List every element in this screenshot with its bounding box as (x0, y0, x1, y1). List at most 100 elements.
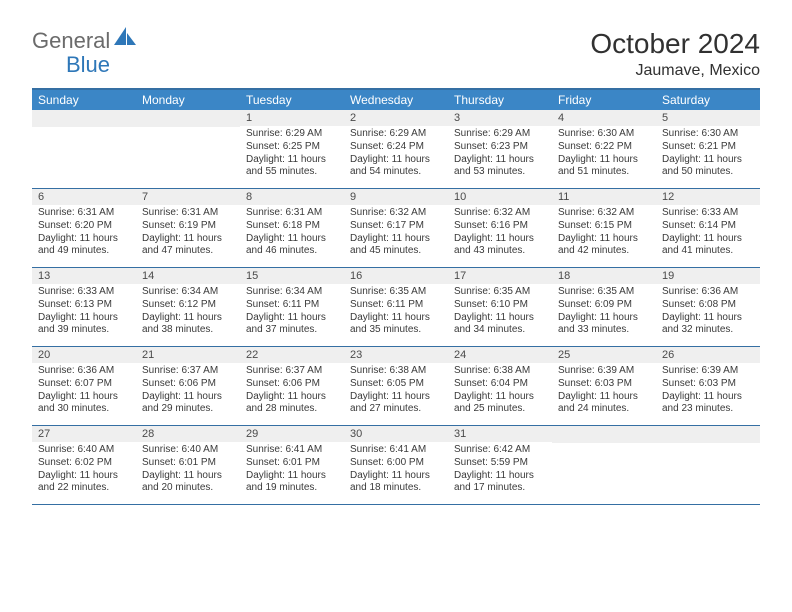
daylight-text: Daylight: 11 hours and 46 minutes. (246, 233, 338, 259)
weekday-label: Tuesday (240, 90, 344, 110)
day-cell: 4Sunrise: 6:30 AMSunset: 6:22 PMDaylight… (552, 110, 656, 188)
day-cell: 21Sunrise: 6:37 AMSunset: 6:06 PMDayligh… (136, 347, 240, 425)
day-details: Sunrise: 6:40 AMSunset: 6:01 PMDaylight:… (136, 442, 240, 499)
sunrise-text: Sunrise: 6:34 AM (246, 286, 338, 299)
week-row: 27Sunrise: 6:40 AMSunset: 6:02 PMDayligh… (32, 426, 760, 505)
day-cell: 6Sunrise: 6:31 AMSunset: 6:20 PMDaylight… (32, 189, 136, 267)
day-cell: 29Sunrise: 6:41 AMSunset: 6:01 PMDayligh… (240, 426, 344, 504)
sunrise-text: Sunrise: 6:32 AM (454, 207, 546, 220)
daylight-text: Daylight: 11 hours and 28 minutes. (246, 391, 338, 417)
day-cell: 1Sunrise: 6:29 AMSunset: 6:25 PMDaylight… (240, 110, 344, 188)
day-details: Sunrise: 6:33 AMSunset: 6:14 PMDaylight:… (656, 205, 760, 262)
daylight-text: Daylight: 11 hours and 47 minutes. (142, 233, 234, 259)
day-cell: 31Sunrise: 6:42 AMSunset: 5:59 PMDayligh… (448, 426, 552, 504)
sunrise-text: Sunrise: 6:41 AM (246, 444, 338, 457)
day-details: Sunrise: 6:32 AMSunset: 6:17 PMDaylight:… (344, 205, 448, 262)
title-block: October 2024 Jaumave, Mexico (590, 28, 760, 80)
daylight-text: Daylight: 11 hours and 39 minutes. (38, 312, 130, 338)
header: General Blue October 2024 Jaumave, Mexic… (32, 28, 760, 80)
week-row: 13Sunrise: 6:33 AMSunset: 6:13 PMDayligh… (32, 268, 760, 347)
sunrise-text: Sunrise: 6:35 AM (558, 286, 650, 299)
day-details: Sunrise: 6:36 AMSunset: 6:08 PMDaylight:… (656, 284, 760, 341)
sunset-text: Sunset: 6:21 PM (662, 141, 754, 154)
day-number: 24 (448, 347, 552, 363)
day-details: Sunrise: 6:32 AMSunset: 6:15 PMDaylight:… (552, 205, 656, 262)
sunset-text: Sunset: 6:03 PM (558, 378, 650, 391)
daylight-text: Daylight: 11 hours and 43 minutes. (454, 233, 546, 259)
daylight-text: Daylight: 11 hours and 42 minutes. (558, 233, 650, 259)
weekday-label: Saturday (656, 90, 760, 110)
sunrise-text: Sunrise: 6:35 AM (350, 286, 442, 299)
day-cell: 25Sunrise: 6:39 AMSunset: 6:03 PMDayligh… (552, 347, 656, 425)
day-details: Sunrise: 6:30 AMSunset: 6:22 PMDaylight:… (552, 126, 656, 183)
day-cell: 10Sunrise: 6:32 AMSunset: 6:16 PMDayligh… (448, 189, 552, 267)
daylight-text: Daylight: 11 hours and 49 minutes. (38, 233, 130, 259)
daylight-text: Daylight: 11 hours and 20 minutes. (142, 470, 234, 496)
sunset-text: Sunset: 6:00 PM (350, 457, 442, 470)
sunrise-text: Sunrise: 6:38 AM (454, 365, 546, 378)
day-number (136, 110, 240, 127)
sunrise-text: Sunrise: 6:31 AM (38, 207, 130, 220)
daylight-text: Daylight: 11 hours and 23 minutes. (662, 391, 754, 417)
sunset-text: Sunset: 6:25 PM (246, 141, 338, 154)
day-number: 12 (656, 189, 760, 205)
daylight-text: Daylight: 11 hours and 18 minutes. (350, 470, 442, 496)
day-cell: 15Sunrise: 6:34 AMSunset: 6:11 PMDayligh… (240, 268, 344, 346)
day-number: 15 (240, 268, 344, 284)
weekday-label: Monday (136, 90, 240, 110)
sunrise-text: Sunrise: 6:29 AM (246, 128, 338, 141)
sunset-text: Sunset: 6:12 PM (142, 299, 234, 312)
day-cell: 2Sunrise: 6:29 AMSunset: 6:24 PMDaylight… (344, 110, 448, 188)
empty-cell (552, 426, 656, 504)
day-details: Sunrise: 6:40 AMSunset: 6:02 PMDaylight:… (32, 442, 136, 499)
sunset-text: Sunset: 6:15 PM (558, 220, 650, 233)
sunrise-text: Sunrise: 6:42 AM (454, 444, 546, 457)
empty-cell (32, 110, 136, 188)
day-number (552, 426, 656, 443)
day-number: 7 (136, 189, 240, 205)
daylight-text: Daylight: 11 hours and 29 minutes. (142, 391, 234, 417)
sunrise-text: Sunrise: 6:32 AM (558, 207, 650, 220)
sunrise-text: Sunrise: 6:33 AM (38, 286, 130, 299)
day-cell: 3Sunrise: 6:29 AMSunset: 6:23 PMDaylight… (448, 110, 552, 188)
day-cell: 13 Sunrise: 6:33 AMSunset: 6:13 PMDayligh… (32, 268, 136, 346)
weekday-header: SundayMondayTuesdayWednesdayThursdayFrid… (32, 90, 760, 110)
day-number: 6 (32, 189, 136, 205)
day-details: Sunrise: 6:29 AMSunset: 6:25 PMDaylight:… (240, 126, 344, 183)
day-cell: 20Sunrise: 6:36 AMSunset: 6:07 PMDayligh… (32, 347, 136, 425)
day-details: Sunrise: 6:35 AMSunset: 6:11 PMDaylight:… (344, 284, 448, 341)
sunrise-text: Sunrise: 6:39 AM (662, 365, 754, 378)
sunset-text: Sunset: 6:14 PM (662, 220, 754, 233)
logo-sail-icon (114, 27, 138, 52)
week-row: 20Sunrise: 6:36 AMSunset: 6:07 PMDayligh… (32, 347, 760, 426)
day-number (656, 426, 760, 443)
sunset-text: Sunset: 6:23 PM (454, 141, 546, 154)
sunset-text: Sunset: 6:08 PM (662, 299, 754, 312)
day-number: 13 (32, 268, 136, 284)
sunset-text: Sunset: 6:04 PM (454, 378, 546, 391)
day-details: Sunrise: 6:30 AMSunset: 6:21 PMDaylight:… (656, 126, 760, 183)
day-number: 30 (344, 426, 448, 442)
day-cell: 14Sunrise: 6:34 AMSunset: 6:12 PMDayligh… (136, 268, 240, 346)
sunrise-text: Sunrise: 6:29 AM (454, 128, 546, 141)
page-title: October 2024 (590, 28, 760, 60)
day-cell: 24Sunrise: 6:38 AMSunset: 6:04 PMDayligh… (448, 347, 552, 425)
weekday-label: Friday (552, 90, 656, 110)
sunset-text: Sunset: 6:13 PM (38, 299, 130, 312)
daylight-text: Daylight: 11 hours and 55 minutes. (246, 154, 338, 180)
logo-text-blue: Blue (66, 52, 110, 78)
daylight-text: Daylight: 11 hours and 38 minutes. (142, 312, 234, 338)
daylight-text: Daylight: 11 hours and 22 minutes. (38, 470, 130, 496)
day-number: 31 (448, 426, 552, 442)
sunset-text: Sunset: 6:09 PM (558, 299, 650, 312)
day-cell: 19Sunrise: 6:36 AMSunset: 6:08 PMDayligh… (656, 268, 760, 346)
day-number: 22 (240, 347, 344, 363)
day-number: 4 (552, 110, 656, 126)
day-cell: 22Sunrise: 6:37 AMSunset: 6:06 PMDayligh… (240, 347, 344, 425)
day-number: 10 (448, 189, 552, 205)
day-details: Sunrise: 6:36 AMSunset: 6:07 PMDaylight:… (32, 363, 136, 420)
sunrise-text: Sunrise: 6:37 AM (246, 365, 338, 378)
day-details: Sunrise: 6:35 AMSunset: 6:10 PMDaylight:… (448, 284, 552, 341)
sunrise-text: Sunrise: 6:36 AM (662, 286, 754, 299)
calendar: SundayMondayTuesdayWednesdayThursdayFrid… (32, 88, 760, 505)
